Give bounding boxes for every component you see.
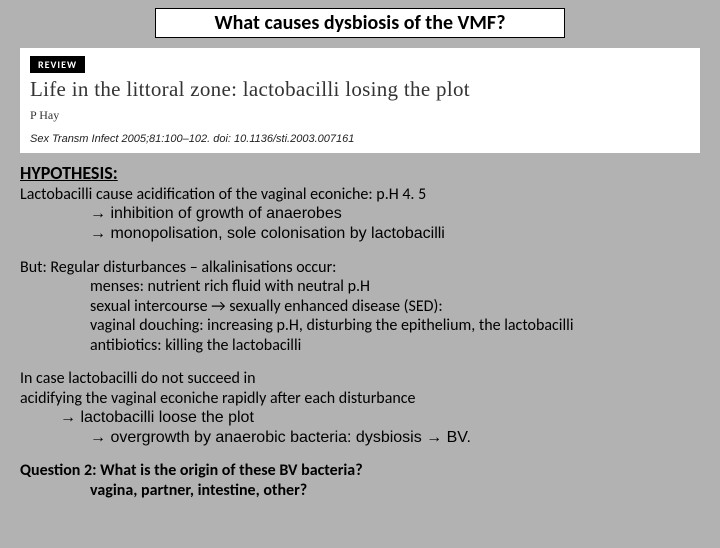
para-3-line-3: → lactobacilli loose the plot <box>20 408 700 428</box>
para-2-line-3: sexual intercourse → sexually enhanced d… <box>20 297 700 317</box>
para-2-line-4: vaginal douching: increasing p.H, distur… <box>20 316 700 336</box>
paper-author: P Hay <box>30 108 690 123</box>
para-1-line-1: Lactobacilli cause acidification of the … <box>20 185 700 205</box>
para-2-line-1: But: Regular disturbances – alkalinisati… <box>20 258 700 278</box>
question-line-1: Question 2: What is the origin of these … <box>20 461 700 481</box>
para-2-line-5: antibiotics: killing the lactobacilli <box>20 336 700 356</box>
review-badge: REVIEW <box>30 56 85 73</box>
paper-journal: Sex Transm Infect 2005;81:100–102. doi: … <box>30 133 690 145</box>
title-box: What causes dysbiosis of the VMF? <box>155 8 565 38</box>
para-3-line-2: acidifying the vaginal econiche rapidly … <box>20 389 700 409</box>
para-2-line-2: menses: nutrient rich fluid with neutral… <box>20 277 700 297</box>
question-line-2: vagina, partner, intestine, other? <box>20 481 700 501</box>
para-1-line-3: → monopolisation, sole colonisation by l… <box>20 224 700 244</box>
paper-title: Life in the littoral zone: lactobacilli … <box>30 77 690 102</box>
body-content: HYPOTHESIS: Lactobacilli cause acidifica… <box>20 163 700 500</box>
para-3-line-4: → overgrowth by anaerobic bacteria: dysb… <box>20 428 700 448</box>
citation-panel: REVIEW Life in the littoral zone: lactob… <box>20 48 700 153</box>
para-3-line-1: In case lactobacilli do not succeed in <box>20 369 700 389</box>
hypothesis-heading: HYPOTHESIS: <box>20 163 700 185</box>
para-1-line-2: → inhibition of growth of anaerobes <box>20 204 700 224</box>
page-title: What causes dysbiosis of the VMF? <box>214 11 505 35</box>
